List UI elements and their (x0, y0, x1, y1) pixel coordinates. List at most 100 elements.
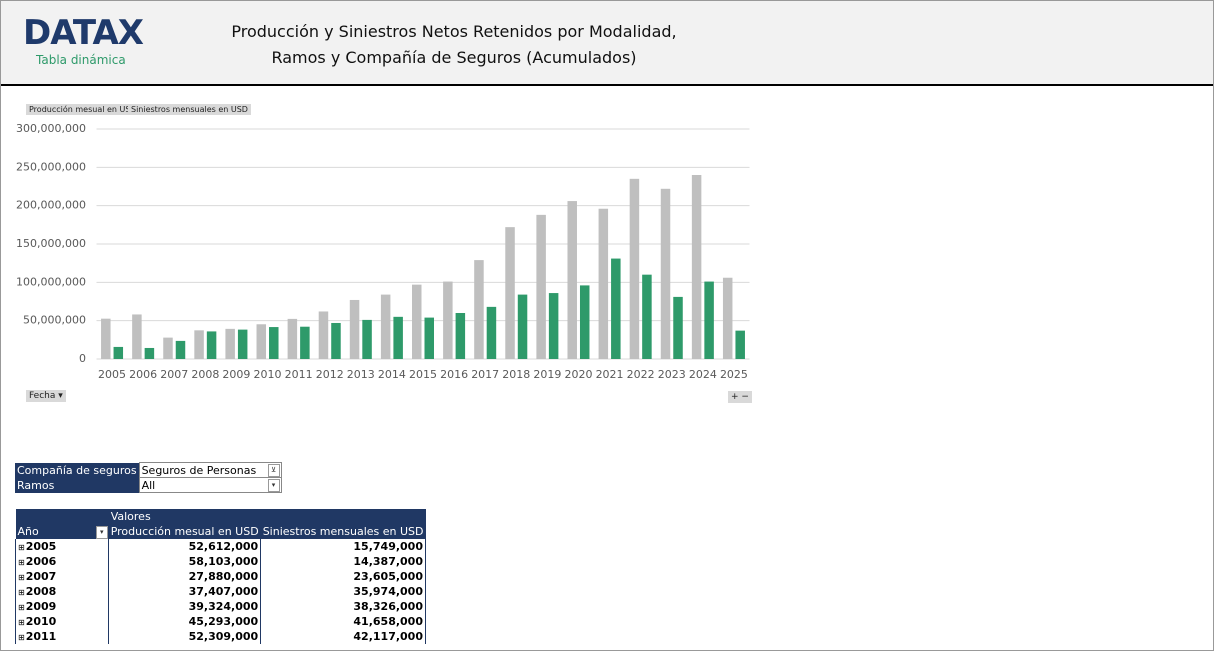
y-tick-label: 200,000,000 (16, 199, 86, 212)
year-cell: ⊞2009 (14, 599, 110, 614)
field-button[interactable]: Fecha ▾ (26, 390, 66, 402)
year-cell: ⊞2005 (14, 539, 110, 554)
value-cell: 27,880,000 (108, 569, 262, 584)
year-text: 2006 (25, 555, 57, 568)
table-row: ⊞2010 45,293,000 41,658,000 (14, 614, 426, 629)
bar (536, 214, 546, 359)
bar (132, 314, 142, 359)
logo: DATAX (23, 13, 144, 53)
year-text: 2009 (25, 600, 57, 613)
bar (206, 331, 217, 359)
expand-icon[interactable]: ⊞ (18, 618, 25, 627)
bar (362, 319, 372, 359)
value-cell: 15,749,000 (260, 539, 426, 554)
bar (474, 260, 484, 359)
bar (735, 330, 745, 359)
bar (598, 208, 609, 359)
bar (579, 285, 590, 359)
x-tick-label: 2012 (316, 368, 344, 381)
expand-icon[interactable]: ⊞ (18, 543, 25, 552)
value-cell: 52,309,000 (108, 629, 262, 644)
expand-collapse[interactable]: + − (728, 391, 752, 403)
x-tick-label: 2018 (502, 368, 530, 381)
table-row: ⊞2008 37,407,000 35,974,000 (14, 584, 426, 599)
filter-row: Ramos All ▾ (15, 477, 282, 493)
x-tick-label: 2005 (98, 368, 126, 381)
bar (642, 274, 652, 359)
year-cell: ⊞2007 (14, 569, 110, 584)
column-header: Producción mesual en USD (108, 524, 261, 539)
bar (722, 277, 733, 359)
expand-icon[interactable]: ⊞ (18, 603, 25, 612)
filter-value: Seguros de Personas ⊻ (138, 462, 282, 478)
bar (101, 318, 111, 359)
bar (443, 281, 453, 359)
chart: 0 50,000,000 100,000,000 150,000,000 200,000… (16, 122, 750, 381)
expand-icon[interactable]: ⊞ (18, 633, 25, 642)
y-tick-label: 150,000,000 (16, 237, 86, 250)
value-cell: 37,407,000 (108, 584, 262, 599)
bar (318, 311, 329, 359)
x-tick-label: 2014 (378, 368, 406, 381)
table-row: ⊞2005 52,612,000 15,749,000 (14, 539, 426, 554)
value-cell: 45,293,000 (108, 614, 262, 629)
x-tick-label: 2013 (347, 368, 375, 381)
expand-icon[interactable]: ⊞ (18, 558, 25, 567)
filter-value-text: All (141, 478, 156, 492)
bar (269, 327, 279, 359)
bar (673, 296, 683, 359)
bar (567, 201, 577, 359)
bar (455, 313, 466, 359)
x-tick-label: 2010 (254, 368, 282, 381)
x-tick-label: 2021 (596, 368, 624, 381)
bar (175, 340, 186, 359)
value-cell: 35,974,000 (260, 584, 426, 599)
y-tick-label: 300,000,000 (16, 122, 86, 135)
bar (412, 284, 422, 359)
x-tick-label: 2025 (720, 368, 748, 381)
bar (331, 322, 341, 359)
bar (393, 316, 403, 359)
bar (691, 175, 702, 359)
table-row: ⊞2007 27,880,000 23,605,000 (14, 569, 426, 584)
header: DATAX Tabla dinámica Producción y Sinies… (1, 1, 1213, 86)
expand-icon[interactable]: ⊞ (18, 588, 25, 597)
x-tick-label: 2016 (440, 368, 468, 381)
value-cell: 23,605,000 (260, 569, 426, 584)
value-cell: 58,103,000 (108, 554, 262, 569)
filter-label: Compañía de seguros (15, 462, 140, 478)
bar (704, 281, 714, 359)
bar (380, 294, 391, 359)
bar (194, 330, 204, 359)
filter-table: Compañía de seguros Seguros de Personas ⊻ R… (15, 462, 282, 493)
value-cell: 41,658,000 (260, 614, 426, 629)
page-title: Producción y Siniestros Netos Retenidos … (201, 19, 707, 71)
bar (163, 337, 173, 359)
x-tick-label: 2024 (689, 368, 717, 381)
value-cell: 42,117,000 (260, 629, 426, 644)
table-row: ⊞2006 58,103,000 14,387,000 (14, 554, 426, 569)
series-button[interactable]: Producción mesual en USD (26, 104, 140, 115)
header-cell (15, 509, 109, 524)
filter-dropdown[interactable]: ▾ (267, 479, 280, 492)
x-tick-label: 2019 (533, 368, 561, 381)
bar (517, 294, 528, 359)
value-cell: 38,326,000 (260, 599, 426, 614)
series-button[interactable]: Siniestros mensuales en USD (128, 104, 251, 115)
filter-button[interactable]: ▾ (95, 526, 108, 539)
table-row: ⊞2011 52,309,000 42,117,000 (14, 629, 426, 644)
value-cell: 52,612,000 (108, 539, 262, 554)
filter-label: Ramos (15, 477, 140, 493)
value-cell: 14,387,000 (260, 554, 426, 569)
year-text: 2007 (25, 570, 57, 583)
year-text: 2008 (25, 585, 57, 598)
bar (629, 178, 640, 359)
expand-icon[interactable]: ⊞ (18, 573, 25, 582)
y-tick-label: 250,000,000 (16, 160, 86, 173)
filter-dropdown[interactable]: ⊻ (267, 464, 280, 477)
x-tick-label: 2020 (564, 368, 592, 381)
y-tick-label: 0 (79, 352, 86, 365)
x-tick-label: 2023 (658, 368, 686, 381)
filter-value: All ▾ (138, 477, 282, 493)
